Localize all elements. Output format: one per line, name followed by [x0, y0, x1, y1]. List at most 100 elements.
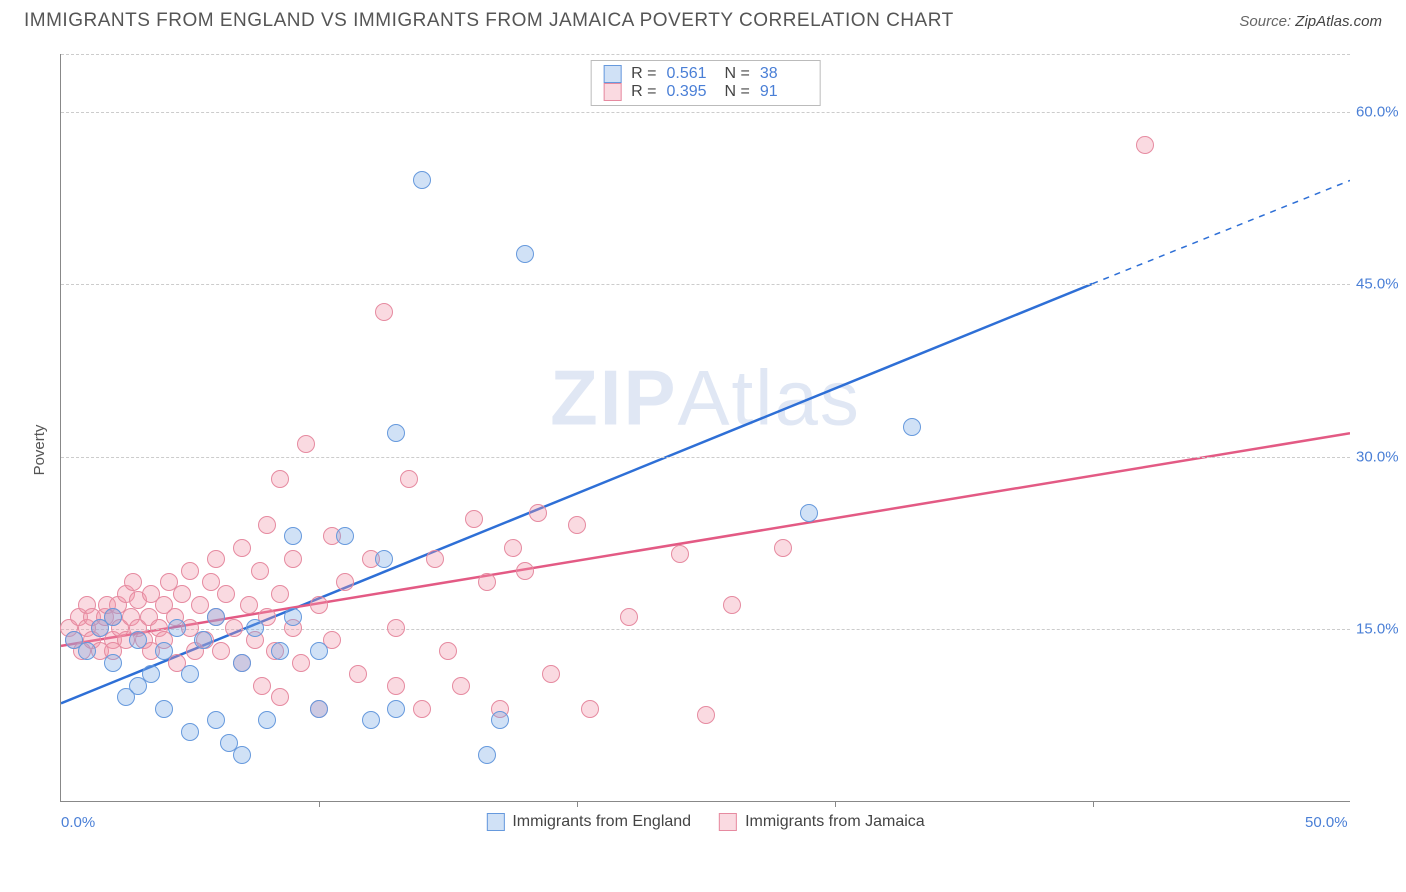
data-point [800, 504, 818, 522]
gridline-h [61, 457, 1350, 458]
data-point [181, 723, 199, 741]
y-axis-label: Poverty [31, 425, 48, 476]
data-point [233, 654, 251, 672]
source-label: Source: [1239, 13, 1295, 30]
legend-swatch [719, 813, 737, 831]
gridline-h [61, 284, 1350, 285]
source-value: ZipAtlas.com [1295, 13, 1382, 30]
data-point [225, 619, 243, 637]
data-point [78, 642, 96, 660]
legend-n-label: N = [725, 65, 750, 83]
data-point [516, 562, 534, 580]
watermark-atlas: Atlas [677, 353, 860, 441]
data-point [251, 562, 269, 580]
x-tick [577, 801, 578, 807]
y-tick-label: 15.0% [1356, 621, 1406, 638]
data-point [362, 711, 380, 729]
data-point [568, 516, 586, 534]
data-point [284, 550, 302, 568]
legend-n-value: 91 [760, 83, 808, 101]
data-point [387, 700, 405, 718]
chart-title: IMMIGRANTS FROM ENGLAND VS IMMIGRANTS FR… [24, 10, 954, 32]
data-point [310, 642, 328, 660]
data-point [217, 585, 235, 603]
legend-r-label: R = [631, 83, 656, 101]
data-point [581, 700, 599, 718]
trend-line [61, 433, 1350, 646]
watermark: ZIPAtlas [550, 352, 861, 443]
data-point [104, 608, 122, 626]
data-point [207, 550, 225, 568]
data-point [284, 608, 302, 626]
data-point [173, 585, 191, 603]
legend-n-value: 38 [760, 65, 808, 83]
data-point [212, 642, 230, 660]
data-point [426, 550, 444, 568]
data-point [413, 700, 431, 718]
data-point [233, 746, 251, 764]
data-point [142, 665, 160, 683]
data-point [516, 245, 534, 263]
data-point [104, 654, 122, 672]
data-point [375, 303, 393, 321]
data-point [400, 470, 418, 488]
legend-swatch [603, 83, 621, 101]
data-point [387, 424, 405, 442]
data-point [253, 677, 271, 695]
data-point [439, 642, 457, 660]
legend-r-value: 0.561 [667, 65, 715, 83]
data-point [452, 677, 470, 695]
data-point [168, 619, 186, 637]
data-point [155, 700, 173, 718]
data-point [181, 665, 199, 683]
y-tick-label: 45.0% [1356, 276, 1406, 293]
source-attribution: Source: ZipAtlas.com [1239, 13, 1382, 30]
data-point [207, 608, 225, 626]
data-point [671, 545, 689, 563]
trend-line [61, 284, 1092, 703]
trend-line-extrapolated [1092, 180, 1350, 283]
legend-row: R = 0.395 N = 91 [603, 83, 808, 101]
data-point [292, 654, 310, 672]
x-tick-label: 0.0% [61, 814, 95, 831]
legend-item: Immigrants from Jamaica [719, 813, 925, 831]
data-point [465, 510, 483, 528]
legend-row: R =0.561N =38 [603, 65, 808, 83]
x-tick [835, 801, 836, 807]
legend-series-name: Immigrants from England [512, 813, 691, 831]
data-point [387, 619, 405, 637]
data-point [903, 418, 921, 436]
legend-swatch [486, 813, 504, 831]
data-point [478, 573, 496, 591]
data-point [620, 608, 638, 626]
data-point [529, 504, 547, 522]
y-tick-label: 60.0% [1356, 103, 1406, 120]
data-point [271, 585, 289, 603]
x-tick [1093, 801, 1094, 807]
y-tick-label: 30.0% [1356, 448, 1406, 465]
data-point [240, 596, 258, 614]
legend-r-value: 0.395 [667, 83, 715, 101]
legend-n-label: N = [725, 83, 750, 101]
data-point [271, 470, 289, 488]
gridline-h [61, 112, 1350, 113]
data-point [375, 550, 393, 568]
correlation-legend: R = 0.561 N = 38R = 0.395 N = 91 [590, 60, 821, 106]
data-point [336, 573, 354, 591]
data-point [478, 746, 496, 764]
data-point [258, 516, 276, 534]
data-point [336, 527, 354, 545]
data-point [284, 527, 302, 545]
data-point [258, 711, 276, 729]
data-point [310, 596, 328, 614]
data-point [124, 573, 142, 591]
data-point [504, 539, 522, 557]
data-point [271, 642, 289, 660]
data-point [233, 539, 251, 557]
data-point [387, 677, 405, 695]
data-point [181, 562, 199, 580]
data-point [491, 711, 509, 729]
legend-swatch [603, 65, 621, 83]
data-point [542, 665, 560, 683]
watermark-zip: ZIP [550, 353, 677, 441]
